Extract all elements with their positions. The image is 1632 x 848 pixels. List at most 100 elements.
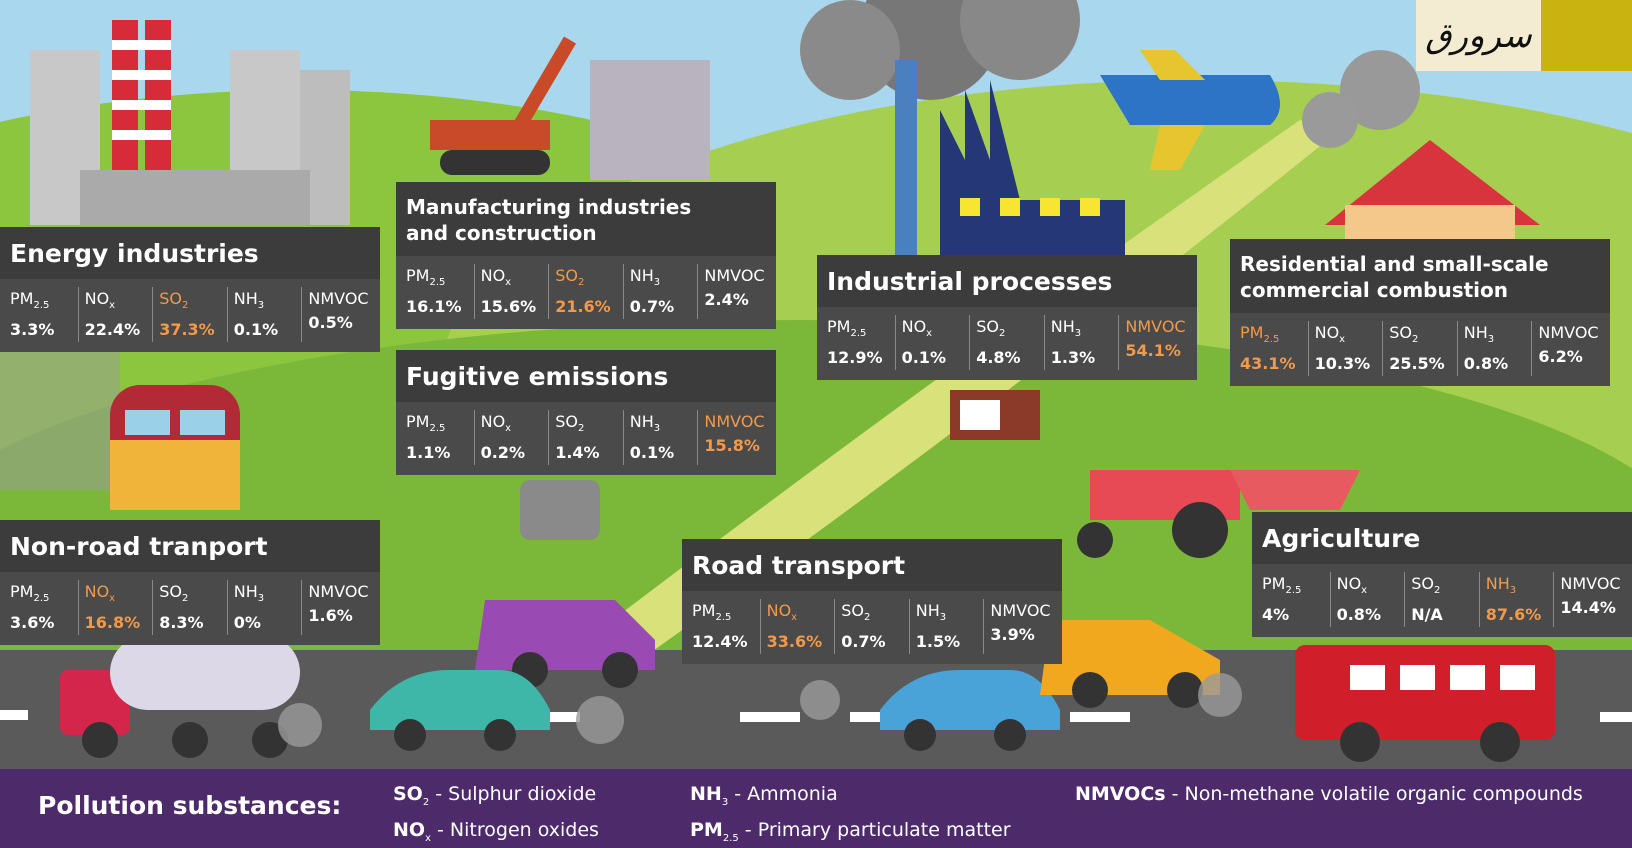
pollutant-symbol: NMVOC [1560, 574, 1621, 593]
pollutant-share: 15.6% [480, 297, 537, 317]
pollutant-cell: PM2.5 1.1% [400, 410, 474, 465]
pollutant-row: PM2.5 3.3% NOx 22.4% SO2 37.3% NH3 0.1% NMVOC 0.5… [0, 279, 380, 353]
pollutant-cell: NOx 15.6% [473, 264, 549, 320]
pollutant-share: 1.3% [1050, 348, 1096, 368]
pollutant-name: SO2 [159, 580, 221, 611]
pollutant-symbol: NH [1485, 574, 1510, 593]
pollutant-symbol: NO [480, 412, 506, 431]
pollutant-share: 21.6% [555, 297, 611, 317]
pollutant-symbol: PM [406, 266, 430, 285]
pollutant-subscript: x [109, 593, 116, 605]
pollutant-name: NMVOC [308, 287, 370, 311]
sector-box: Fugitive emissions PM2.5 1.1% NOx 0.2% SO2 1.4… [396, 350, 776, 476]
pollutant-name: NMVOC [308, 580, 370, 604]
pollutant-share: 43.1% [1240, 354, 1296, 374]
pollutant-cell: PM2.5 16.1% [400, 264, 474, 319]
pollutant-cell: NMVOC 2.4% [697, 264, 772, 320]
legend-text: - Primary particulate matter [744, 819, 1011, 841]
logo-accent [1541, 0, 1632, 71]
legend-item: NH3 - Ammonia [690, 783, 838, 808]
title-line: Fugitive emissions [406, 362, 669, 391]
pollutant-share: 87.6% [1485, 605, 1542, 625]
pollutant-share: 8.3% [159, 613, 204, 633]
pollutant-share: 4% [1262, 605, 1290, 625]
pollutant-share: 54.1% [1125, 341, 1181, 360]
pollutant-share: 6.2% [1538, 347, 1583, 366]
pollutant-name: SO2 [1411, 572, 1473, 603]
pollutant-share: 0.8% [1336, 605, 1381, 625]
pollutant-share: 25.5% [1389, 354, 1445, 374]
pollutant-subscript: 2 [577, 423, 585, 435]
pollutant-symbol: PM [1262, 574, 1286, 593]
pollutant-subscript: 2 [1433, 585, 1441, 597]
pollutant-symbol: PM [827, 317, 851, 336]
pollutant-symbol: NMVOC [1125, 317, 1186, 336]
pollutant-cell: NMVOC 15.8% [697, 410, 772, 466]
legend-symbol: NH [690, 783, 722, 805]
pollutant-cell: NH3 0.8% [1456, 321, 1532, 377]
pollutant-symbol: NMVOC [704, 266, 765, 285]
pollutant-cell: NOx 22.4% [77, 287, 153, 343]
sector-box: Non-road tranport PM2.5 3.6% NOx 16.8% SO2 8.3… [0, 520, 380, 646]
pollutant-share: 12.4% [692, 632, 748, 652]
pollutant-name: NMVOC [1560, 572, 1622, 596]
pollutant-name: PM2.5 [406, 410, 468, 441]
pollutant-subscript: x [1361, 585, 1368, 597]
pollutant-symbol: NMVOC [308, 289, 369, 308]
sector-title: Residential and small-scale commercial co… [1230, 239, 1610, 313]
pollutant-symbol: PM [692, 601, 716, 620]
pollutant-subscript: 2.5 [33, 300, 50, 312]
pollutant-subscript: 3 [257, 300, 265, 312]
pollutant-cell: SO2 4.8% [969, 315, 1044, 371]
pollutant-symbol: NH [233, 582, 258, 601]
legend-subscript: 2.5 [722, 832, 739, 844]
pollutant-symbol: SO [1411, 574, 1434, 593]
pollutant-row: PM2.5 3.6% NOx 16.8% SO2 8.3% NH3 0% NMVOC 1.6% [0, 572, 380, 646]
legend-text: - Sulphur dioxide [435, 783, 597, 805]
pollutant-name: NOx [767, 599, 829, 630]
pollutant-subscript: 3 [653, 423, 661, 435]
title-line: Manufacturing industries [406, 195, 692, 219]
pollutant-share: 0.1% [629, 443, 675, 463]
pollutant-symbol: NO [1336, 574, 1362, 593]
pollutant-cell: NOx 0.8% [1329, 572, 1405, 628]
pollutant-share: 3.9% [990, 625, 1035, 644]
pollutant-name: NH3 [234, 580, 296, 611]
pollutant-share: 33.6% [766, 632, 823, 652]
pollutant-symbol: NH [629, 266, 654, 285]
pollutant-name: PM2.5 [1240, 321, 1302, 352]
pollutant-subscript: x [505, 423, 512, 435]
pollutant-share: 0.2% [480, 443, 525, 463]
sector-box: Manufacturing industries and construction… [396, 182, 776, 330]
pollutant-name: SO2 [976, 315, 1038, 346]
pollutant-name: SO2 [159, 287, 221, 318]
pollutant-row: PM2.5 12.9% NOx 0.1% SO2 4.8% NH3 1.3% NMVOC 54.1… [817, 307, 1197, 381]
pollutant-name: PM2.5 [827, 315, 889, 346]
pollutant-name: NOx [1315, 321, 1377, 352]
pollutant-share: 15.8% [704, 436, 760, 455]
pollutant-symbol: PM [1240, 323, 1264, 342]
pollutant-symbol: NMVOC [704, 412, 765, 431]
title-line: Energy industries [10, 239, 259, 268]
pollutant-subscript: x [926, 328, 933, 340]
pollutant-subscript: 2.5 [429, 277, 446, 289]
pollutant-cell: PM2.5 3.6% [4, 580, 78, 635]
legend: Pollution substances: SO2 - Sulphur diox… [0, 769, 1632, 848]
pollutant-subscript: 3 [257, 593, 265, 605]
legend-title: Pollution substances: [38, 791, 342, 820]
legend-item: SO2 - Sulphur dioxide [393, 783, 596, 808]
pollutant-cell: PM2.5 12.4% [686, 599, 760, 654]
pollutant-share: 0% [233, 613, 261, 633]
pollutant-symbol: PM [10, 289, 34, 308]
pollutant-symbol: NO [766, 601, 792, 620]
pollutant-subscript: 2.5 [429, 423, 446, 435]
pollutant-subscript: 2.5 [850, 328, 867, 340]
pollutant-name: NH3 [630, 264, 692, 295]
title-line: commercial combustion [1240, 278, 1509, 302]
pollutant-cell: NH3 1.3% [1043, 315, 1119, 371]
pollutant-symbol: PM [406, 412, 430, 431]
pollutant-name: SO2 [1389, 321, 1451, 352]
legend-item: PM2.5 - Primary particulate matter [690, 819, 1011, 844]
legend-symbol: PM [690, 819, 723, 841]
pollutant-name: SO2 [555, 410, 617, 441]
